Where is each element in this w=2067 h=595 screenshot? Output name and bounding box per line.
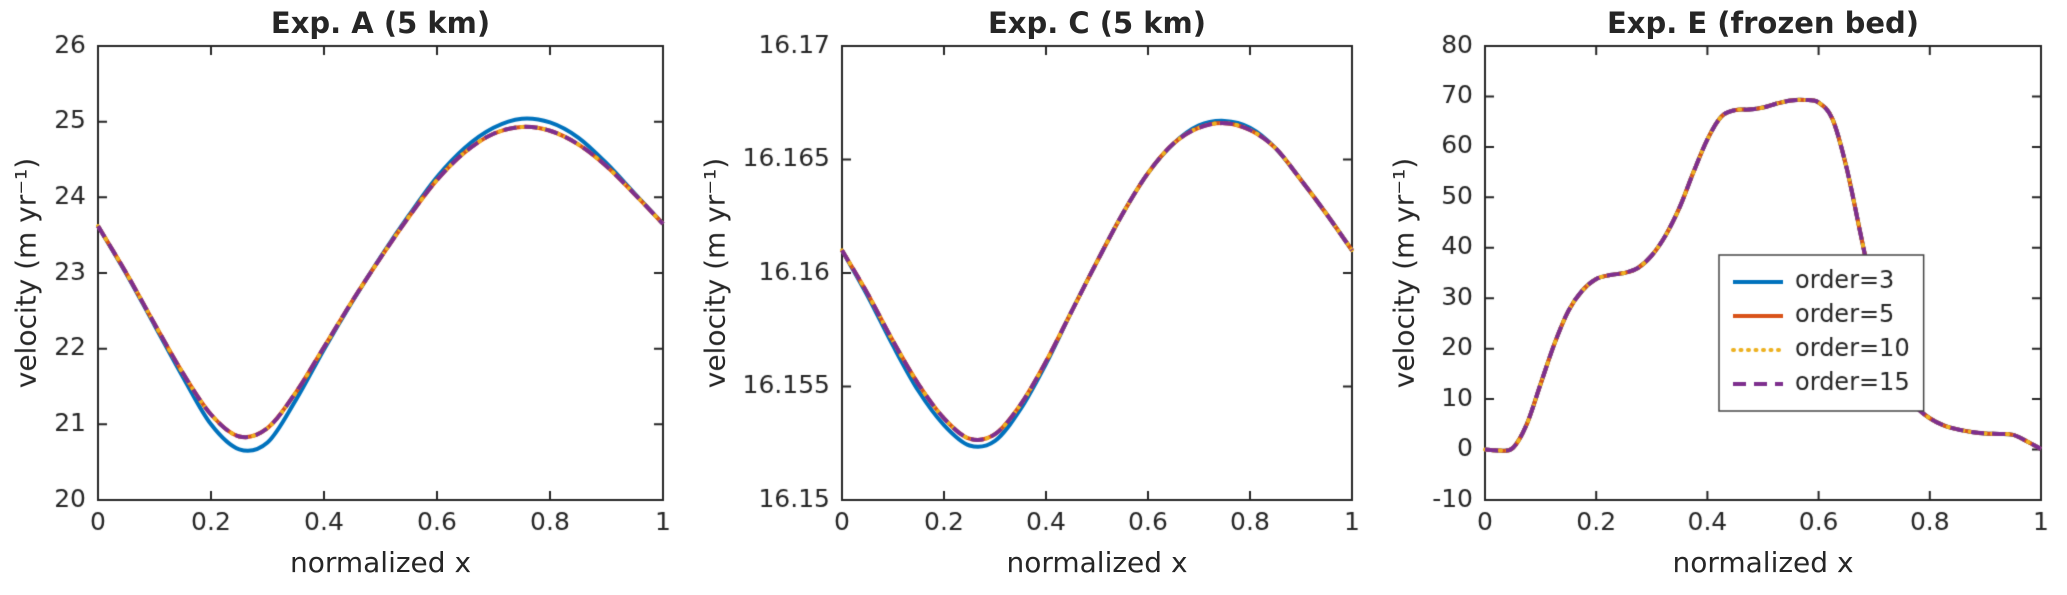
plot-title-exp-a: Exp. A (5 km) — [270, 6, 491, 40]
chart-panel-exp-e: Exp. E (frozen bed) velocity (m yr⁻¹) no… — [1378, 0, 2067, 595]
x-axis-label-exp-e: normalized x — [1672, 546, 1854, 579]
y-axis-label-exp-a: velocity (m yr⁻¹) — [9, 157, 43, 389]
x-axis-label-exp-a: normalized x — [289, 546, 472, 579]
plot-canvas-exp-e — [1378, 0, 2067, 595]
y-axis-label-exp-e: velocity (m yr⁻¹) — [1387, 157, 1421, 389]
chart-panel-exp-a: Exp. A (5 km) velocity (m yr⁻¹) normaliz… — [0, 0, 689, 595]
x-axis-label-exp-c: normalized x — [1006, 546, 1188, 579]
plot-title-exp-c: Exp. C (5 km) — [987, 6, 1207, 40]
plot-title-exp-e: Exp. E (frozen bed) — [1606, 6, 1920, 40]
plot-canvas-exp-a — [0, 0, 689, 595]
chart-panel-exp-c: Exp. C (5 km) velocity (m yr⁻¹) normaliz… — [689, 0, 1378, 595]
y-axis-label-exp-c: velocity (m yr⁻¹) — [698, 157, 732, 389]
plot-canvas-exp-c — [689, 0, 1378, 595]
